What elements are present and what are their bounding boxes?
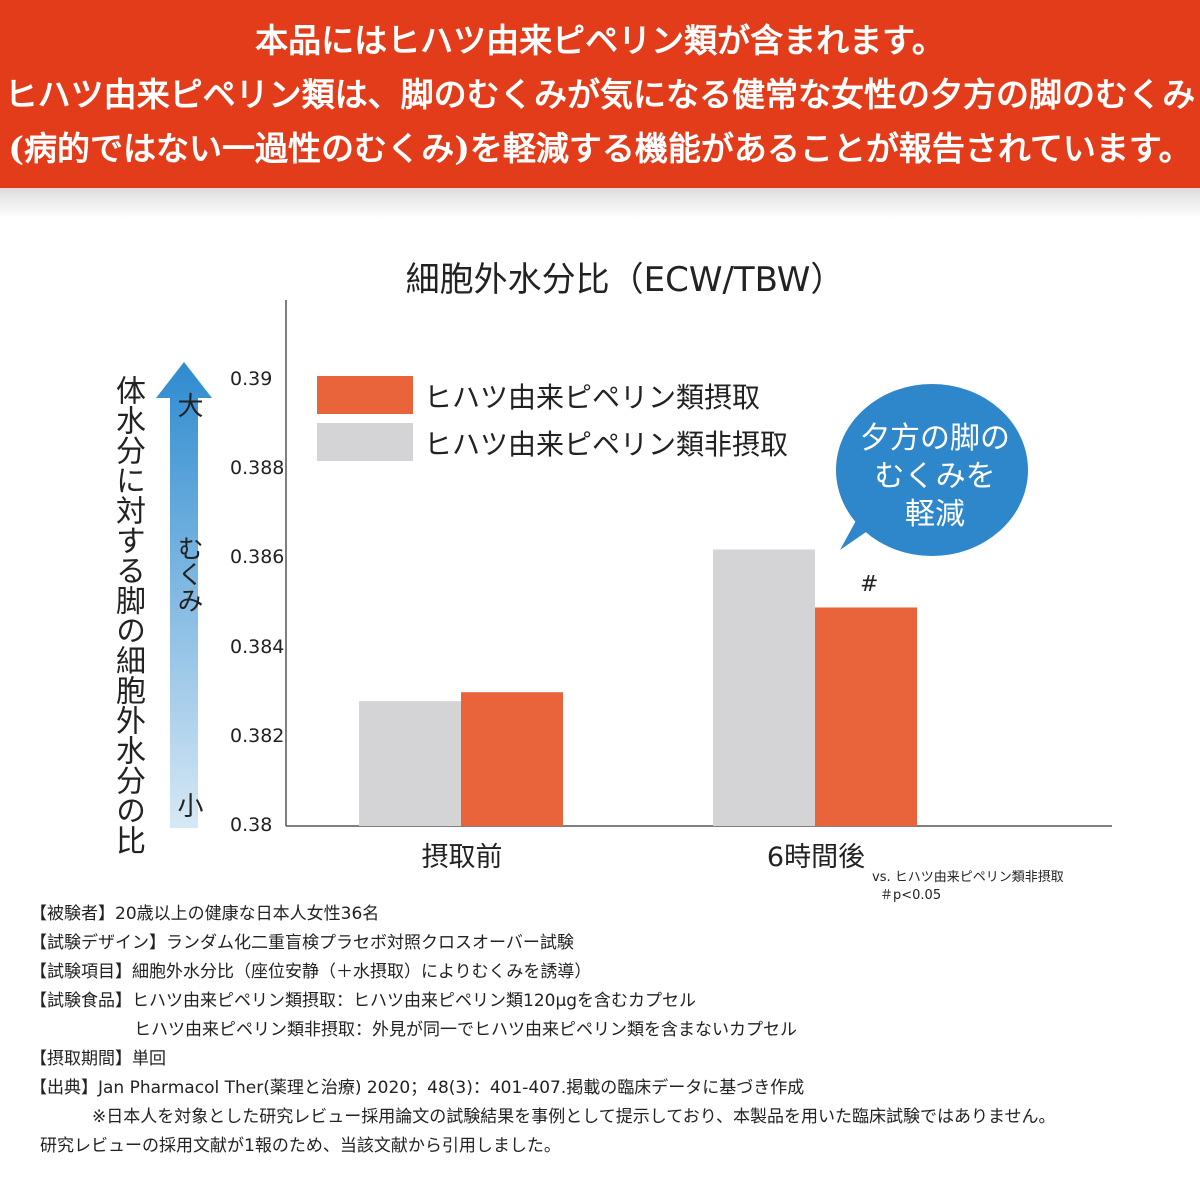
legend-label-non-intake: ヒハツ由来ピペリン類非摂取 — [424, 428, 789, 461]
footer-design: 【試験デザイン】ランダム化二重盲検プラセボ対照クロスオーバー試験 — [30, 933, 574, 953]
arrow-label-small: 小 — [173, 792, 203, 818]
note-vs: vs. ヒハツ由来ピペリン類非摂取 — [872, 870, 1064, 885]
bar-non-intake-1 — [713, 549, 815, 826]
arrow-label-swelling: むくみ — [173, 535, 203, 613]
bubble-line-1: 夕方の脚の — [860, 421, 1010, 456]
footer-food-1: 【試験食品】ヒハツ由来ピペリン類摂取：ヒハツ由来ピペリン類120μgを含むカプセ… — [30, 991, 697, 1011]
headline-line-3: (病的ではない一過性のむくみ)を軽減する機能があることが報告されています。 — [8, 129, 1192, 168]
y-tick-label: 0.38 — [230, 814, 273, 836]
footer-food-2: ヒハツ由来ピペリン類非摂取：外見が同一でヒハツ由来ピペリン類を含まないカプセル — [134, 1020, 797, 1040]
footer-source: 【出典】Jan Pharmacol Ther(薬理と治療) 2020；48(3)… — [30, 1078, 805, 1098]
legend-swatch-intake — [317, 376, 413, 414]
note-p-value: ＃p<0.05 — [880, 888, 942, 903]
y-tick-label: 0.39 — [230, 368, 273, 390]
bar-non-intake-0 — [359, 701, 461, 826]
y-axis-label: 体水分に対する脚の細胞外水分の比 — [110, 375, 145, 855]
headline-line-1: 本品にはヒハツ由来ピペリン類が含まれます。 — [255, 21, 945, 60]
speech-bubble — [836, 384, 1028, 556]
headline-line-2: ヒハツ由来ピペリン類は、脚のむくみが気になる健常な女性の夕方の脚のむくみ — [4, 75, 1196, 114]
significance-mark: # — [860, 572, 879, 597]
chart-title: 細胞外水分比（ECW/TBW） — [405, 260, 845, 300]
category-label-6h: 6時間後 — [766, 842, 866, 873]
bubble-text: 夕方の脚の むくみを 軽減 — [835, 420, 1035, 534]
footer-period: 【摂取期間】単回 — [30, 1049, 166, 1069]
legend-label-intake: ヒハツ由来ピペリン類摂取 — [424, 381, 761, 414]
bubble-line-2: むくみを — [874, 459, 996, 494]
footer-disclaimer-2: 研究レビューの採用文献が1報のため、当該文献から引用しました。 — [40, 1136, 561, 1156]
footer-subjects: 【被験者】20歳以上の健康な日本人女性36名 — [30, 904, 380, 924]
y-tick-label: 0.384 — [230, 635, 285, 658]
bar-intake-1 — [815, 607, 917, 826]
bar-intake-0 — [461, 692, 563, 826]
banner-shadow — [0, 188, 1200, 218]
headline-banner: 本品にはヒハツ由来ピペリン類が含まれます。 ヒハツ由来ピペリン類は、脚のむくみが… — [0, 0, 1200, 188]
footer-disclaimer-1: ※日本人を対象とした研究レビュー採用論文の試験結果を事例として提示しており、本製… — [92, 1107, 1056, 1127]
gradient-arrow — [156, 362, 212, 828]
y-tick-label: 0.386 — [230, 546, 285, 569]
footer-item: 【試験項目】細胞外水分比（座位安静（＋水摂取）によりむくみを誘導） — [30, 962, 592, 982]
study-details: 【被験者】20歳以上の健康な日本人女性36名 【試験デザイン】ランダム化二重盲検… — [30, 900, 1056, 1161]
y-tick-label: 0.382 — [230, 724, 285, 747]
legend-swatch-non-intake — [317, 423, 413, 461]
bubble-line-3: 軽減 — [905, 497, 965, 532]
arrow-label-large: 大 — [173, 392, 203, 418]
y-tick-label: 0.388 — [230, 457, 285, 480]
plot-area — [285, 300, 1112, 827]
category-label-before: 摂取前 — [421, 842, 503, 873]
